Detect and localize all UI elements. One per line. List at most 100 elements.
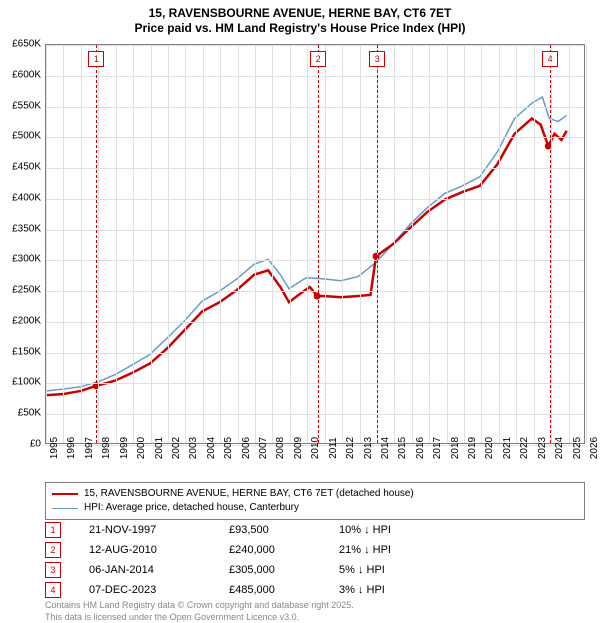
x-tick-label: 2024 [554, 437, 565, 459]
transaction-vline [96, 45, 97, 443]
x-tick-label: 2018 [450, 437, 461, 459]
gridline-vertical [255, 45, 256, 443]
transaction-row-marker: 2 [45, 542, 61, 558]
transaction-delta: 10% ↓ HPI [339, 524, 449, 536]
x-tick-label: 2006 [241, 437, 252, 459]
x-tick-label: 2009 [293, 437, 304, 459]
gridline-vertical [63, 45, 64, 443]
y-tick-label: £0 [30, 439, 41, 450]
gridline-vertical [325, 45, 326, 443]
gridline-vertical [116, 45, 117, 443]
gridline-horizontal [46, 322, 584, 323]
x-tick-label: 2012 [345, 437, 356, 459]
gridline-vertical [151, 45, 152, 443]
gridline-vertical [586, 45, 587, 443]
gridline-horizontal [46, 353, 584, 354]
gridline-vertical [185, 45, 186, 443]
transaction-marker: 1 [88, 51, 104, 67]
x-tick-label: 1999 [119, 437, 130, 459]
legend-swatch [52, 508, 78, 509]
gridline-vertical [133, 45, 134, 443]
gridline-horizontal [46, 45, 584, 46]
gridline-horizontal [46, 199, 584, 200]
gridline-horizontal [46, 414, 584, 415]
legend: 15, RAVENSBOURNE AVENUE, HERNE BAY, CT6 … [45, 482, 585, 520]
x-tick-label: 1996 [66, 437, 77, 459]
transaction-marker: 3 [369, 51, 385, 67]
transaction-price: £93,500 [229, 524, 339, 536]
transaction-row-marker: 4 [45, 582, 61, 598]
gridline-vertical [98, 45, 99, 443]
legend-swatch [52, 493, 78, 495]
gridline-vertical [516, 45, 517, 443]
x-tick-label: 1998 [101, 437, 112, 459]
x-tick-label: 1995 [49, 437, 60, 459]
x-tick-label: 1997 [84, 437, 95, 459]
x-tick-label: 2020 [484, 437, 495, 459]
x-tick-label: 2002 [171, 437, 182, 459]
x-tick-label: 2001 [154, 437, 165, 459]
y-tick-label: £450K [12, 162, 41, 173]
series-point-marker [314, 293, 321, 300]
x-tick-label: 2021 [502, 437, 513, 459]
y-tick-label: £550K [12, 100, 41, 111]
y-tick-label: £350K [12, 223, 41, 234]
y-tick-label: £650K [12, 39, 41, 50]
y-tick-label: £400K [12, 192, 41, 203]
gridline-vertical [394, 45, 395, 443]
transaction-vline [550, 45, 551, 443]
x-tick-label: 2022 [519, 437, 530, 459]
legend-item: HPI: Average price, detached house, Cant… [52, 501, 578, 515]
gridline-vertical [569, 45, 570, 443]
title-block: 15, RAVENSBOURNE AVENUE, HERNE BAY, CT6 … [0, 0, 600, 36]
gridline-horizontal [46, 168, 584, 169]
gridline-horizontal [46, 291, 584, 292]
legend-label: 15, RAVENSBOURNE AVENUE, HERNE BAY, CT6 … [84, 487, 414, 501]
transaction-price: £485,000 [229, 584, 339, 596]
gridline-vertical [534, 45, 535, 443]
gridline-vertical [360, 45, 361, 443]
transaction-delta: 21% ↓ HPI [339, 544, 449, 556]
gridline-vertical [272, 45, 273, 443]
y-tick-label: £300K [12, 254, 41, 265]
gridline-vertical [551, 45, 552, 443]
y-tick-label: £600K [12, 69, 41, 80]
x-tick-label: 2011 [328, 437, 339, 459]
x-tick-label: 2010 [310, 437, 321, 459]
y-tick-label: £100K [12, 377, 41, 388]
gridline-vertical [447, 45, 448, 443]
x-tick-label: 2025 [572, 437, 583, 459]
footer-line-2: This data is licensed under the Open Gov… [45, 612, 354, 623]
gridline-vertical [220, 45, 221, 443]
gridline-horizontal [46, 107, 584, 108]
transaction-price: £240,000 [229, 544, 339, 556]
y-tick-label: £50K [18, 408, 41, 419]
gridline-vertical [81, 45, 82, 443]
gridline-vertical [203, 45, 204, 443]
chart-plot-area: 1234 [45, 44, 585, 444]
gridline-vertical [238, 45, 239, 443]
title-line-1: 15, RAVENSBOURNE AVENUE, HERNE BAY, CT6 … [0, 6, 600, 21]
gridline-horizontal [46, 260, 584, 261]
gridline-vertical [290, 45, 291, 443]
gridline-vertical [481, 45, 482, 443]
x-tick-label: 2005 [223, 437, 234, 459]
gridline-vertical [429, 45, 430, 443]
title-line-2: Price paid vs. HM Land Registry's House … [0, 21, 600, 36]
gridline-vertical [46, 45, 47, 443]
transaction-row-marker: 3 [45, 562, 61, 578]
transaction-marker: 4 [542, 51, 558, 67]
x-tick-label: 2003 [188, 437, 199, 459]
gridline-vertical [412, 45, 413, 443]
gridline-vertical [307, 45, 308, 443]
gridline-vertical [499, 45, 500, 443]
figure-container: 15, RAVENSBOURNE AVENUE, HERNE BAY, CT6 … [0, 0, 600, 620]
y-tick-label: £150K [12, 346, 41, 357]
transaction-date: 06-JAN-2014 [89, 564, 229, 576]
transaction-vline [377, 45, 378, 443]
x-tick-label: 2007 [258, 437, 269, 459]
gridline-horizontal [46, 383, 584, 384]
x-tick-label: 2017 [432, 437, 443, 459]
gridline-vertical [168, 45, 169, 443]
legend-label: HPI: Average price, detached house, Cant… [84, 501, 299, 515]
